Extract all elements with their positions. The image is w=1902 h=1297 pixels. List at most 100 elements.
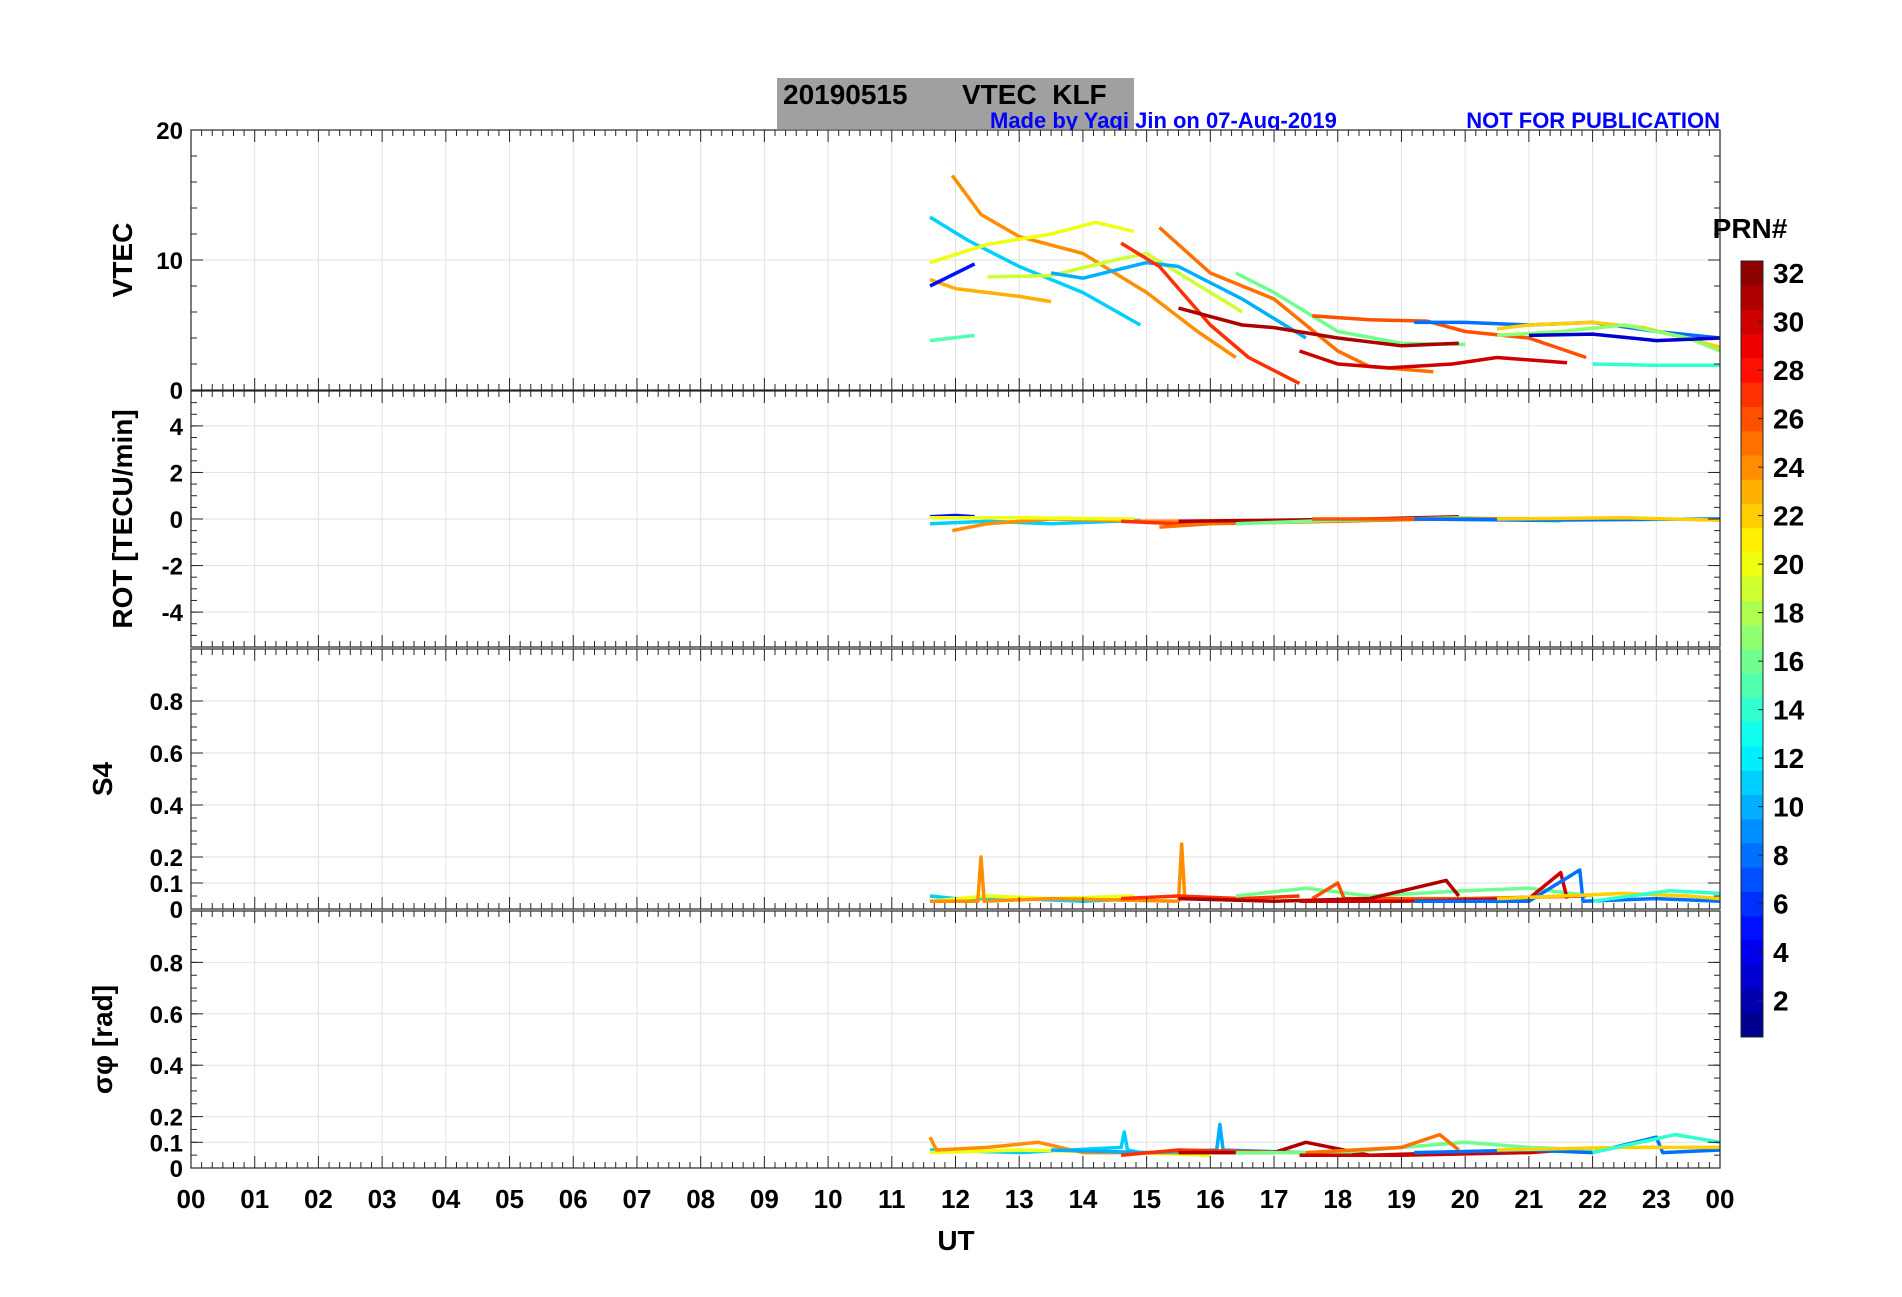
colorbar-swatch — [1741, 309, 1763, 335]
x-tick-label: 01 — [240, 1184, 269, 1214]
series-line-prn-30 — [1298, 349, 1568, 370]
y-tick-label: 0.2 — [150, 845, 183, 872]
series-line-prn-3 — [1528, 332, 1721, 343]
colorbar-tick-label: 4 — [1773, 937, 1789, 968]
x-tick-label: 19 — [1387, 1184, 1416, 1214]
series-line-prn-16 — [1235, 271, 1466, 347]
y-tick-label: 2 — [170, 460, 183, 487]
x-tick-label: 07 — [622, 1184, 651, 1214]
series-line-prn-14 — [1592, 889, 1721, 903]
y-tick-label: 0 — [170, 897, 183, 924]
series-line-prn-23 — [929, 277, 1052, 304]
colorbar-swatch — [1741, 406, 1763, 432]
series-line-prn-24 — [950, 174, 1237, 359]
colorbar-swatch — [1741, 988, 1763, 1014]
y-axis-label: σφ [rad] — [87, 985, 118, 1094]
colorbar-tick-label: 16 — [1773, 646, 1804, 677]
series-line-prn-19 — [987, 251, 1244, 314]
colorbar-swatch — [1741, 891, 1763, 917]
colorbar-tick-label: 12 — [1773, 743, 1804, 774]
x-tick-label: 10 — [814, 1184, 843, 1214]
x-tick-label: 00 — [1706, 1184, 1735, 1214]
series-line-prn-15 — [929, 333, 975, 343]
y-tick-label: 0.4 — [150, 793, 184, 820]
colorbar-swatch — [1741, 964, 1763, 989]
series-line-prn-20 — [930, 516, 1134, 521]
x-tick-label: 17 — [1260, 1184, 1289, 1214]
series-line-prn-17 — [1496, 323, 1721, 353]
colorbar-tick-label: 8 — [1773, 840, 1789, 871]
y-tick-label: 4 — [170, 414, 184, 441]
y-tick-label: -2 — [162, 554, 183, 581]
title-box — [777, 78, 1134, 129]
y-tick-label: 0.6 — [150, 741, 183, 768]
colorbar-swatch — [1741, 600, 1763, 626]
y-tick-label: 0.6 — [150, 1002, 183, 1029]
title-text: VTEC KLF — [962, 79, 1107, 110]
x-tick-label: 12 — [941, 1184, 970, 1214]
y-tick-label: 0 — [170, 1156, 183, 1183]
x-tick-label: 23 — [1642, 1184, 1671, 1214]
x-tick-label: 13 — [1005, 1184, 1034, 1214]
series-line-prn-14 — [1592, 362, 1720, 368]
colorbar-tick-label: 10 — [1773, 792, 1804, 823]
series-line-prn-27 — [1120, 241, 1301, 386]
colorbar-swatch — [1741, 382, 1763, 407]
colorbar-swatch — [1741, 770, 1763, 795]
series-line-prn-5 — [929, 262, 976, 288]
colorbar-swatch — [1741, 358, 1763, 383]
series-line-prn-31 — [1178, 878, 1461, 903]
x-tick-label: 11 — [878, 1184, 906, 1214]
y-tick-label: 0 — [170, 378, 183, 405]
colorbar-swatch — [1741, 818, 1763, 844]
x-tick-label: 05 — [495, 1184, 524, 1214]
x-tick-label: 08 — [686, 1184, 715, 1214]
panel-vtec: 0 10 20 VTEC — [107, 118, 1721, 405]
series-line-prn-8 — [1414, 868, 1721, 903]
series-line-prn-11 — [929, 215, 1142, 327]
x-tick-label: 04 — [431, 1184, 460, 1214]
colorbar-swatch — [1741, 576, 1763, 601]
title-date: 20190515 — [783, 79, 908, 110]
colorbar-swatch — [1741, 624, 1763, 650]
colorbar-tick-label: 32 — [1773, 258, 1804, 289]
colorbar-swatch — [1741, 940, 1763, 965]
colorbar-swatch — [1741, 333, 1763, 359]
y-tick-label: 0 — [170, 507, 183, 534]
series-line-prn-20 — [929, 220, 1135, 265]
y-tick-label: 0.1 — [150, 871, 183, 898]
colorbar-tick-label: 28 — [1773, 355, 1804, 386]
x-tick-label: 09 — [750, 1184, 779, 1214]
colorbar-tick-label: 14 — [1773, 695, 1805, 726]
y-tick-label: 0.1 — [150, 1130, 183, 1157]
colorbar-frame — [1740, 260, 1764, 1038]
colorbar-swatch — [1741, 479, 1763, 504]
colorbar-swatch — [1741, 1012, 1763, 1038]
colorbar-tick-label: 30 — [1773, 307, 1804, 338]
colorbar-tick-label: 22 — [1773, 501, 1804, 532]
y-tick-label: 10 — [156, 248, 183, 275]
colorbar-swatch — [1741, 285, 1763, 310]
x-axis-label: UT — [937, 1225, 974, 1256]
panel-s4: 00.10.2 0.4 0.6 0.8 S4 — [87, 648, 1721, 924]
colorbar-label: PRN# — [1713, 213, 1788, 244]
notice-text: NOT FOR PUBLICATION — [1466, 108, 1720, 133]
colorbar-swatch — [1741, 697, 1763, 723]
colorbar-swatch — [1741, 867, 1763, 892]
colorbar-swatch — [1741, 261, 1763, 286]
series-line-prn-22 — [1496, 891, 1721, 901]
x-tick-label: 16 — [1196, 1184, 1225, 1214]
x-tick-label: 06 — [559, 1184, 588, 1214]
y-axis-label: S4 — [87, 761, 118, 796]
y-axis-label: VTEC — [107, 223, 138, 298]
series-line-prn-26 — [1312, 314, 1587, 360]
x-tick-label: 20 — [1451, 1184, 1480, 1214]
colorbar-tick-label: 26 — [1773, 404, 1804, 435]
y-tick-label: 0.8 — [150, 950, 183, 977]
y-axis-label: ROT [TECU/min] — [107, 409, 138, 628]
series-line-prn-22 — [1496, 516, 1721, 522]
colorbar-swatch — [1741, 721, 1763, 747]
y-tick-label: 20 — [156, 118, 183, 145]
series-line-prn-24 — [930, 842, 1236, 903]
series-line-prn-14 — [1592, 1132, 1721, 1155]
